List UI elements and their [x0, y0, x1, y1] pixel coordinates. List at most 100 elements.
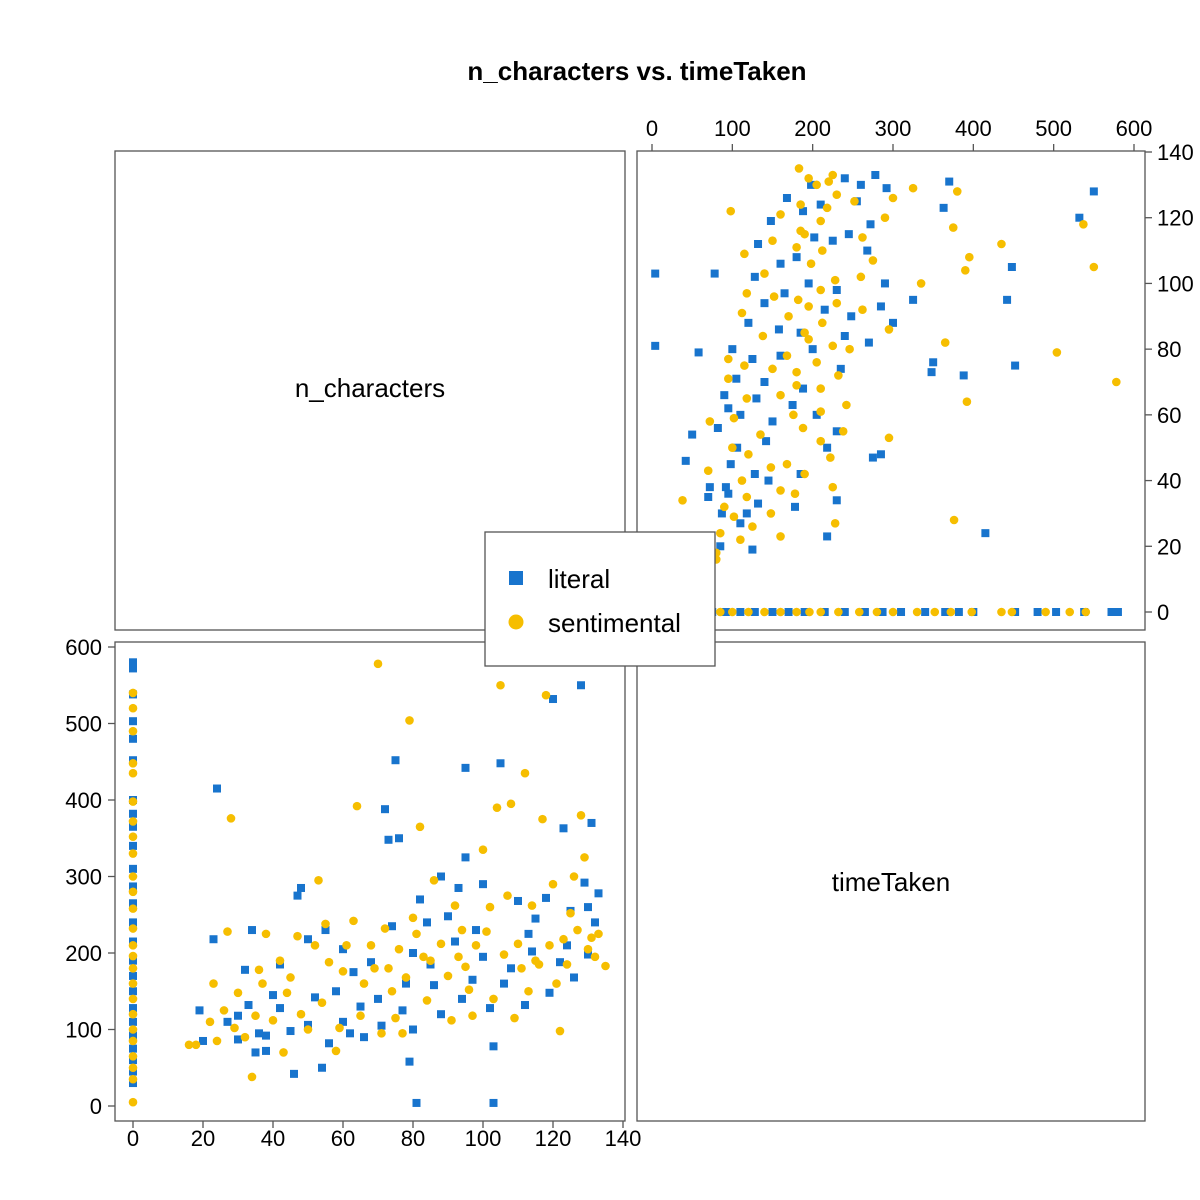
point-sentimental [812, 357, 821, 367]
point-literal [129, 809, 137, 818]
tick-label-bottom: 0 [127, 1126, 139, 1151]
point-literal [489, 1098, 498, 1107]
point-literal [810, 233, 819, 242]
legend-label-literal: literal [548, 564, 610, 594]
point-literal [856, 180, 865, 189]
point-sentimental [268, 1016, 278, 1025]
point-sentimental [952, 187, 962, 196]
point-literal [276, 1004, 284, 1013]
point-literal [799, 207, 808, 216]
point-sentimental [128, 964, 138, 973]
point-literal [828, 236, 837, 245]
point-sentimental [583, 944, 593, 954]
point-literal [489, 1042, 498, 1051]
point-literal [255, 1029, 263, 1038]
point-sentimental [1052, 348, 1062, 357]
point-sentimental [219, 1006, 229, 1015]
legend: literal sentimental [484, 531, 716, 667]
point-literal [454, 883, 463, 892]
point-sentimental [818, 246, 827, 255]
point-literal [880, 279, 889, 288]
point-sentimental [275, 956, 285, 965]
point-literal [563, 941, 571, 950]
point-sentimental [370, 964, 379, 973]
point-literal [728, 345, 737, 354]
point-sentimental [726, 206, 736, 216]
point-literal [318, 1063, 326, 1072]
point-literal [792, 253, 801, 262]
diagonal-label-n-characters: n_characters [295, 373, 445, 403]
tick-label-right: 80 [1157, 337, 1181, 362]
diagonal-label-time-taken: timeTaken [832, 867, 951, 897]
tick-label-right: 140 [1157, 140, 1194, 165]
point-literal [816, 200, 825, 209]
point-literal [129, 658, 137, 667]
point-literal [251, 1048, 260, 1057]
point-literal [694, 348, 703, 357]
point-literal [559, 824, 568, 833]
point-literal [909, 295, 918, 304]
point-literal [959, 371, 968, 380]
point-sentimental [776, 390, 785, 400]
point-sentimental [1081, 607, 1091, 617]
point-sentimental [548, 879, 558, 889]
point-literal [580, 878, 589, 887]
point-literal [332, 987, 340, 996]
point-literal [339, 945, 347, 954]
point-literal [129, 734, 137, 743]
point-sentimental [212, 1036, 222, 1046]
point-sentimental [573, 925, 582, 935]
point-literal [710, 269, 719, 278]
point-sentimental [555, 1026, 565, 1036]
point-literal [776, 259, 785, 268]
point-literal [766, 217, 775, 225]
point-sentimental [828, 482, 838, 492]
point-sentimental [128, 924, 138, 933]
point-literal [398, 1006, 407, 1015]
legend-label-sentimental: sentimental [548, 608, 681, 638]
point-literal [304, 935, 312, 944]
point-literal [213, 784, 221, 793]
point-sentimental [858, 305, 867, 315]
point-sentimental [758, 331, 768, 341]
point-sentimental [461, 962, 470, 972]
point-sentimental [728, 443, 737, 453]
point-literal [704, 493, 713, 501]
point-sentimental [884, 325, 894, 334]
point-sentimental [226, 814, 236, 823]
point-sentimental [997, 607, 1006, 617]
point-literal [531, 914, 540, 923]
point-literal [800, 608, 809, 616]
point-literal [129, 1031, 137, 1040]
point-sentimental [816, 285, 825, 295]
point-sentimental [566, 908, 575, 918]
tick-label-bottom: 120 [535, 1126, 572, 1151]
point-literal [584, 950, 592, 959]
point-sentimental [415, 822, 425, 832]
point-literal [750, 272, 759, 281]
point-sentimental [436, 939, 446, 949]
point-literal [840, 608, 849, 616]
tick-label-bottom: 100 [465, 1126, 502, 1151]
point-sentimental [715, 607, 725, 617]
point-sentimental [792, 607, 801, 617]
point-literal [500, 979, 508, 988]
point-sentimental [832, 298, 842, 308]
point-literal [129, 918, 137, 927]
point-sentimental [940, 338, 950, 347]
panel-bottom-left [114, 641, 626, 1122]
point-sentimental [888, 607, 898, 617]
point-literal [784, 608, 793, 616]
point-literal [939, 203, 948, 212]
point-literal [402, 979, 410, 988]
point-literal [808, 345, 817, 354]
point-sentimental [534, 960, 544, 969]
point-sentimental [520, 768, 530, 778]
point-literal [716, 542, 725, 551]
point-sentimental [296, 1009, 306, 1019]
point-literal [832, 496, 841, 505]
point-literal [409, 949, 417, 957]
point-literal [847, 312, 856, 321]
point-literal [1003, 295, 1012, 304]
point-literal [941, 608, 950, 616]
